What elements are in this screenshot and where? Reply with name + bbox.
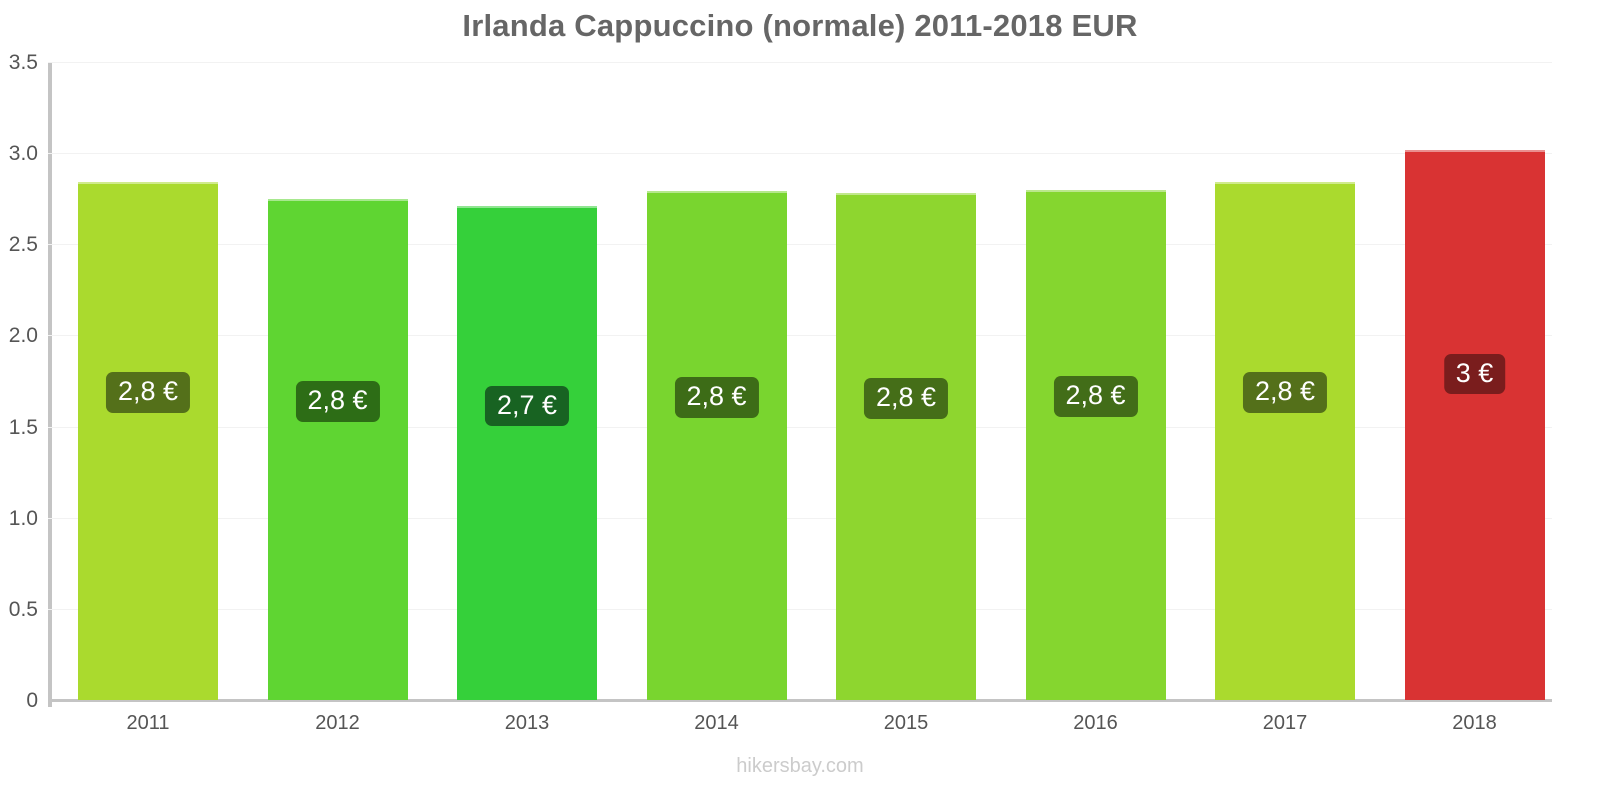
y-axis-tick-label: 0.5 bbox=[8, 597, 38, 621]
bar-value-label: 3 € bbox=[1443, 354, 1506, 395]
bar-value-label: 2,8 € bbox=[863, 378, 949, 419]
bar-value-label: 2,8 € bbox=[1053, 376, 1138, 417]
bar-group[interactable]: 2,8 € bbox=[646, 62, 787, 700]
bar[interactable]: 2,8 € bbox=[78, 182, 218, 700]
bar[interactable]: 2,8 € bbox=[1215, 182, 1355, 700]
x-axis-tick-label: 2014 bbox=[694, 712, 739, 734]
footer-credit: hikersbay.com bbox=[736, 755, 864, 777]
bar[interactable]: 2,8 € bbox=[267, 198, 408, 700]
chart-title: Irlanda Cappuccino (normale) 2011-2018 E… bbox=[462, 8, 1138, 43]
x-axis-tick-label: 2015 bbox=[883, 712, 929, 734]
bar-group[interactable]: 2,8 € bbox=[836, 62, 976, 700]
plot-area: 2,8 € 2,8 € 2,7 € 2,8 € 2,8 € 2,8 € 2,8 € 3 € bbox=[48, 62, 1552, 700]
x-axis-tick-label: 2016 bbox=[1073, 712, 1118, 734]
bar-group[interactable]: 2,8 € bbox=[267, 62, 408, 700]
bar-value-label: 2,8 € bbox=[674, 377, 759, 418]
y-axis-tick-label: 1.0 bbox=[8, 506, 38, 530]
gridline bbox=[48, 517, 1552, 519]
gridline bbox=[48, 244, 1552, 246]
bar-group[interactable]: 2,8 € bbox=[78, 62, 218, 700]
y-axis-tick-label: 3.0 bbox=[8, 142, 38, 166]
y-axis-tick-label: 3.5 bbox=[8, 51, 38, 74]
y-axis-line bbox=[48, 62, 52, 707]
x-axis-tick-label: 2011 bbox=[126, 712, 170, 734]
bar-value-label: 2,8 € bbox=[1242, 372, 1328, 413]
bar-group[interactable]: 2,8 € bbox=[1215, 62, 1355, 700]
y-axis-tick-label: 2.0 bbox=[8, 324, 38, 348]
x-axis-tick-label: 2018 bbox=[1452, 712, 1497, 734]
bar-group[interactable]: 3 € bbox=[1404, 62, 1545, 700]
gridline bbox=[48, 335, 1552, 337]
x-axis-tick-label: 2012 bbox=[315, 712, 360, 734]
bar-value-label: 2,7 € bbox=[484, 385, 570, 426]
x-axis-line bbox=[48, 699, 1552, 702]
bar-group[interactable]: 2,7 € bbox=[457, 62, 597, 700]
bar-group[interactable]: 2,8 € bbox=[1025, 62, 1166, 700]
bar[interactable]: 3 € bbox=[1404, 149, 1545, 700]
x-axis-tick-label: 2013 bbox=[504, 712, 550, 734]
bar-value-label: 2,8 € bbox=[295, 381, 380, 422]
bar[interactable]: 2,8 € bbox=[836, 193, 976, 700]
gridline bbox=[48, 608, 1552, 610]
y-axis-tick-label: 2.5 bbox=[8, 233, 38, 257]
bar[interactable]: 2,8 € bbox=[646, 191, 787, 700]
gridline bbox=[48, 62, 1552, 63]
y-axis-tick-label: 1.5 bbox=[8, 415, 38, 439]
bar[interactable]: 2,8 € bbox=[1025, 189, 1166, 700]
bar[interactable]: 2,7 € bbox=[457, 206, 597, 700]
gridline bbox=[48, 153, 1552, 155]
y-axis-tick-label: 0 bbox=[26, 689, 38, 712]
x-axis-tick-label: 2017 bbox=[1262, 712, 1308, 734]
bar-value-label: 2,8 € bbox=[105, 372, 191, 413]
gridline bbox=[48, 426, 1552, 428]
